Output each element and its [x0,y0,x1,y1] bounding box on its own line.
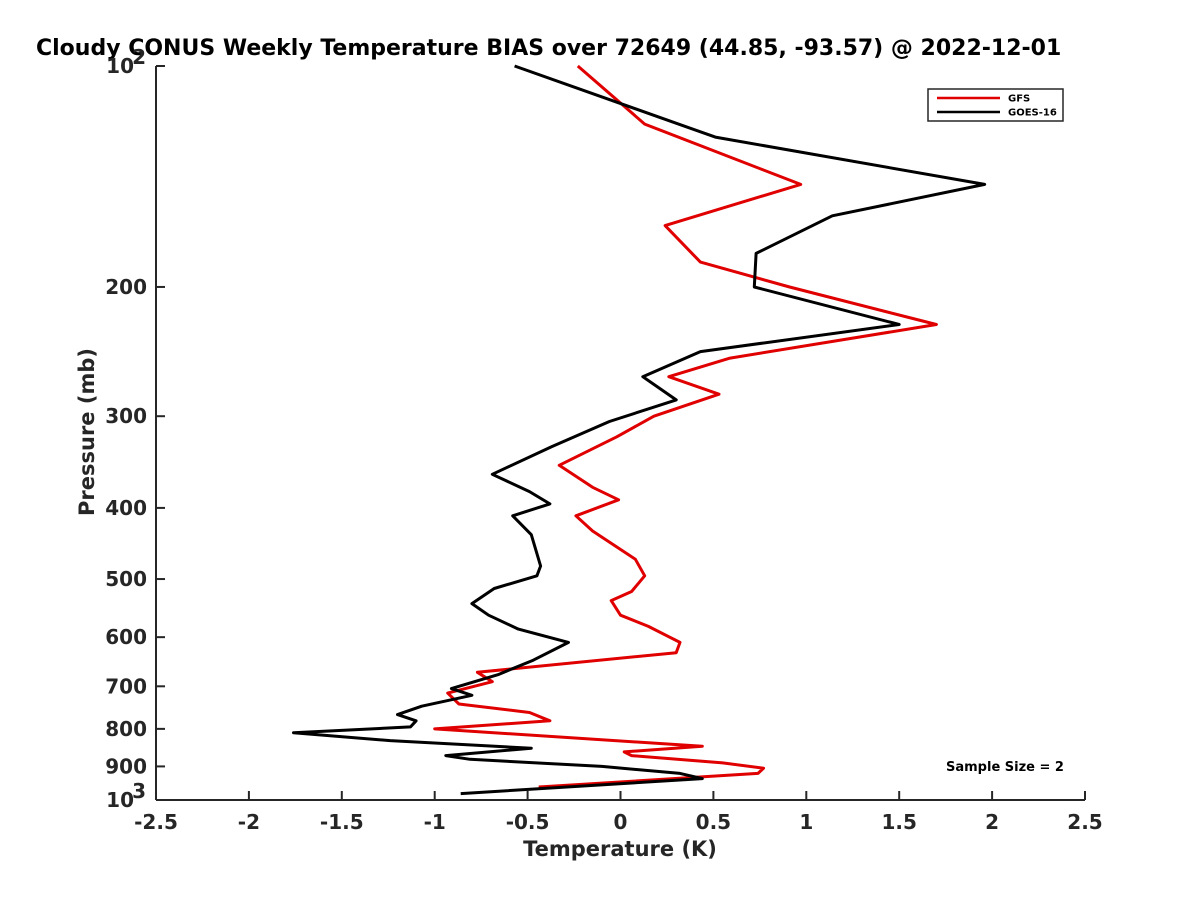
x-tick-label: 2 [985,810,999,834]
x-axis-label: Temperature (K) [523,837,717,861]
x-tick-label: -1.5 [320,810,364,834]
y-tick-label: 200 [105,275,147,299]
x-tick-label: -2.5 [134,810,178,834]
x-tick-label: -1 [424,810,446,834]
y-tick-label: 10 [106,54,134,78]
y-tick-label: 600 [105,625,147,649]
y-tick-label: 400 [105,496,147,520]
legend-label-gfs: GFS [1008,94,1030,105]
chart-title: Cloudy CONUS Weekly Temperature BIAS ove… [36,36,1061,61]
x-tick-label: 0.5 [696,810,731,834]
y-tick-label: 900 [105,754,147,778]
x-tick-label: 0 [614,810,628,834]
y-axis-label: Pressure (mb) [75,348,99,516]
legend-box [927,88,1064,122]
y-tick-label: 500 [105,567,147,591]
x-tick-label: 2.5 [1067,810,1102,834]
x-tick-label: -0.5 [506,810,550,834]
x-axis-ticks: -2.5 -2 -1.5 -1 -0.5 0 0.5 1 1.5 2 2.5 [134,791,1103,834]
legend-label-goes-16: GOES-16 [1008,108,1057,119]
y-tick-label: 800 [105,717,147,741]
y-tick-label: 700 [105,674,147,698]
x-tick-label: 1 [799,810,813,834]
y-tick-label: 300 [105,404,147,428]
y-tick-exponent: 2 [132,45,146,69]
series-layer [292,64,987,796]
sample-size-annotation: Sample Size = 2 [946,760,1064,775]
series-line-gfs [433,64,938,789]
x-tick-label: 1.5 [881,810,916,834]
legend: GFS GOES-16 [927,88,1064,122]
y-tick-exponent: 3 [132,779,146,803]
y-tick-label: 10 [106,788,134,812]
series-line-goes-16 [292,64,987,796]
x-tick-label: -2 [238,810,260,834]
